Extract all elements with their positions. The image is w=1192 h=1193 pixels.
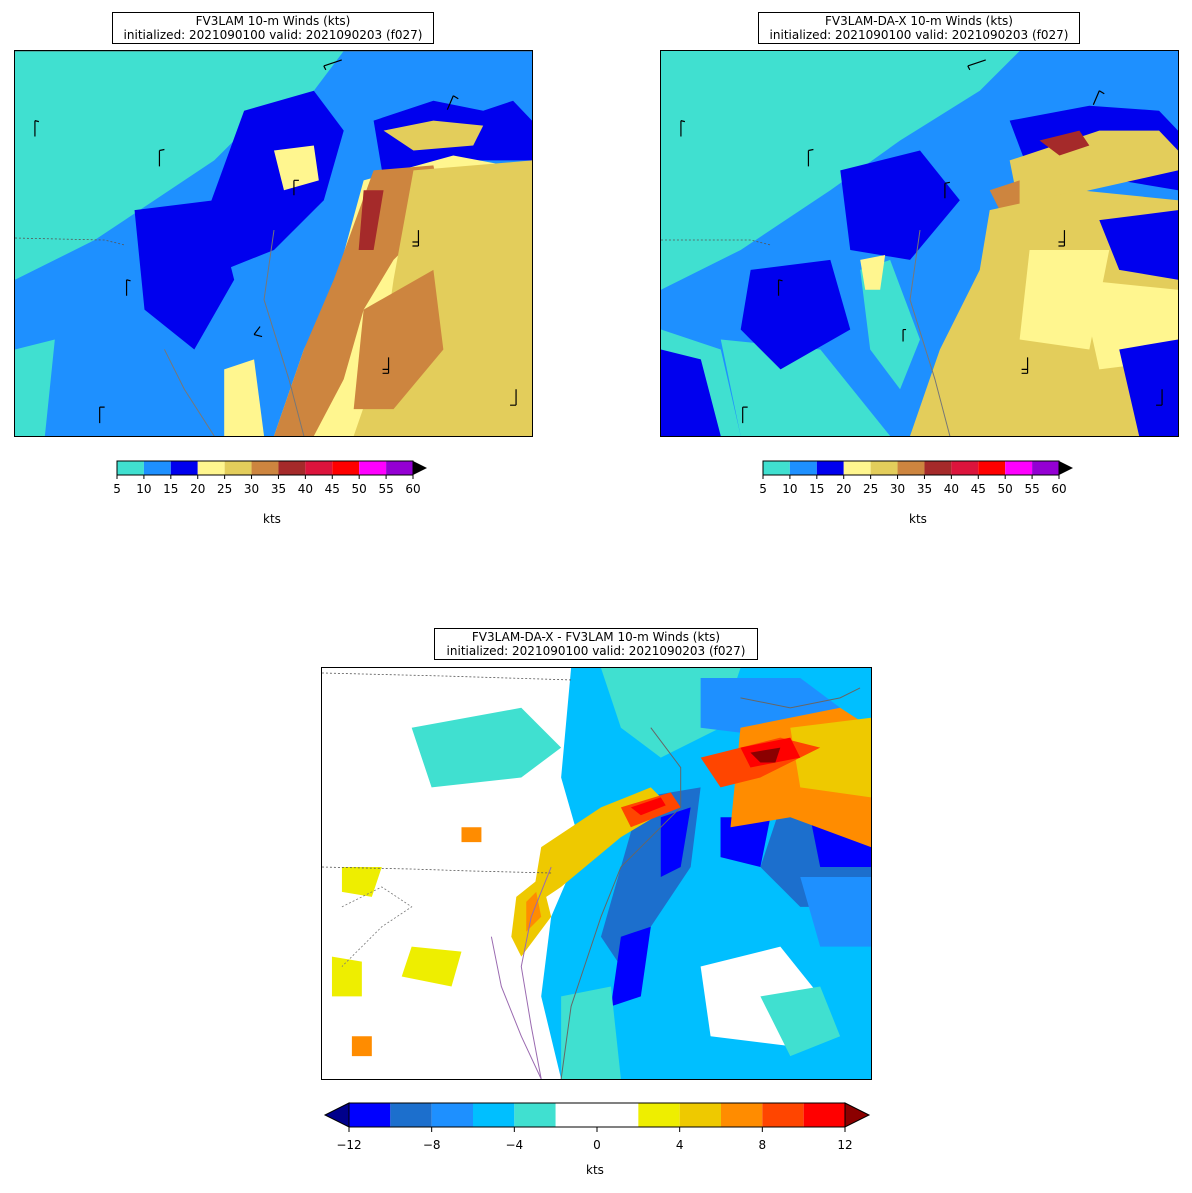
colorbar-bin (803, 1103, 845, 1127)
colorbar-wind-right: 5 10 15 20 25 30 35 40 45 50 55 60 (759, 460, 1075, 501)
title-line-1: FV3LAM-DA-X - FV3LAM 10-m Winds (kts) (471, 630, 721, 644)
colorbar-bin (514, 1103, 556, 1127)
colorbar-wind-left-svg: 5 10 15 20 25 30 35 40 45 50 55 60 (113, 460, 427, 496)
colorbar-tick-label: 25 (217, 482, 232, 496)
colorbar-tick-label: 50 (998, 482, 1013, 496)
colorbar-bin (763, 461, 790, 475)
colorbar-bin (390, 1103, 432, 1127)
colorbar-bin (359, 461, 387, 475)
title-line-1: FV3LAM-DA-X 10-m Winds (kts) (825, 14, 1013, 28)
colorbar-tick-label: 50 (352, 482, 367, 496)
colorbar-bin (721, 1103, 763, 1127)
colorbar-bin (555, 1103, 597, 1127)
colorbar-unit-label: kts (909, 512, 927, 526)
colorbar-tick-label: −8 (423, 1138, 441, 1152)
title-line-2: initialized: 2021090100 valid: 202109020… (446, 644, 746, 658)
colorbar-tick-label: 60 (405, 482, 420, 496)
colorbar-bin (305, 461, 333, 475)
colorbar-tick-label: 15 (809, 482, 824, 496)
colorbar-tick-label: 35 (917, 482, 932, 496)
colorbar-tick-label: 55 (1024, 482, 1039, 496)
colorbar-wind-left: 5 10 15 20 25 30 35 40 45 50 55 60 (113, 460, 429, 501)
colorbar-tick-label: 4 (676, 1138, 684, 1152)
map-wind-difference (321, 667, 872, 1080)
colorbar-tick-label: 5 (113, 482, 121, 496)
colorbar-bin (924, 461, 952, 475)
map-fv3lam-da-x-winds (660, 50, 1179, 437)
colorbar-bin (1032, 461, 1059, 475)
colorbar-outline (116, 460, 414, 476)
title-line-2: initialized: 2021090100 valid: 202109020… (123, 28, 423, 42)
title-line-1: FV3LAM 10-m Winds (kts) (195, 14, 351, 28)
colorbar-bin (386, 461, 413, 475)
colorbar-tick-label: 20 (190, 482, 205, 496)
colorbar-bin (332, 461, 360, 475)
colorbar-difference-svg: −12 −8 −4 0 4 8 12 (323, 1102, 871, 1152)
colorbar-over-arrow (844, 1102, 871, 1128)
colorbar-bin (117, 461, 144, 475)
colorbar-bin (349, 1103, 391, 1127)
colorbar-tick-label: 25 (863, 482, 878, 496)
colorbar-extend-arrow (1059, 461, 1073, 475)
colorbar-bin (143, 461, 171, 475)
map-fv3lam-winds (14, 50, 533, 437)
colorbar-bin (597, 1103, 639, 1127)
colorbar-tick-label: 0 (593, 1138, 601, 1152)
colorbar-bin (170, 461, 198, 475)
colorbar-tick-label: 40 (298, 482, 313, 496)
colorbar-difference: −12 −8 −4 0 4 8 12 (323, 1102, 871, 1152)
colorbar-tick-label: 55 (378, 482, 393, 496)
colorbar-wind-right-svg: 5 10 15 20 25 30 35 40 45 50 55 60 (759, 460, 1073, 496)
colorbar-bin (197, 461, 225, 475)
colorbar-bin (679, 1103, 721, 1127)
colorbar-tick-label: 30 (890, 482, 905, 496)
colorbar-bin (278, 461, 306, 475)
panel-title-difference: FV3LAM-DA-X - FV3LAM 10-m Winds (kts) in… (434, 628, 758, 660)
colorbar-bin (816, 461, 844, 475)
colorbar-tick-label: 12 (837, 1138, 852, 1152)
colorbar-unit-label: kts (586, 1163, 604, 1177)
colorbar-bin (978, 461, 1006, 475)
colorbar-outline (762, 460, 1060, 476)
colorbar-unit-label: kts (263, 512, 281, 526)
colorbar-bin (224, 461, 252, 475)
colorbar-tick-label: 8 (759, 1138, 767, 1152)
colorbar-bin (870, 461, 898, 475)
colorbar-tick-label: 5 (759, 482, 767, 496)
colorbar-tick-label: 30 (244, 482, 259, 496)
colorbar-extend-arrow (413, 461, 427, 475)
colorbar-bin (1005, 461, 1033, 475)
colorbar-bin (473, 1103, 515, 1127)
colorbar-bin (762, 1103, 804, 1127)
panel-title-fv3lam: FV3LAM 10-m Winds (kts) initialized: 202… (112, 12, 434, 44)
colorbar-bin (251, 461, 279, 475)
colorbar-bin (843, 461, 871, 475)
title-line-2: initialized: 2021090100 valid: 202109020… (769, 28, 1069, 42)
panel-title-fv3lam-da-x: FV3LAM-DA-X 10-m Winds (kts) initialized… (758, 12, 1080, 44)
colorbar-tick-label: 10 (136, 482, 151, 496)
colorbar-bin (897, 461, 925, 475)
colorbar-tick-label: 20 (836, 482, 851, 496)
colorbar-bin (951, 461, 979, 475)
colorbar-tick-label: 40 (944, 482, 959, 496)
colorbar-under-arrow (323, 1102, 350, 1128)
colorbar-tick-label: −4 (505, 1138, 523, 1152)
colorbar-tick-label: 45 (971, 482, 986, 496)
colorbar-tick-label: 35 (271, 482, 286, 496)
colorbar-bin (638, 1103, 680, 1127)
colorbar-tick-label: −12 (336, 1138, 361, 1152)
colorbar-tick-label: 45 (325, 482, 340, 496)
colorbar-bin (789, 461, 817, 475)
colorbar-tick-label: 60 (1051, 482, 1066, 496)
colorbar-bin (431, 1103, 473, 1127)
colorbar-tick-label: 10 (782, 482, 797, 496)
colorbar-tick-label: 15 (163, 482, 178, 496)
